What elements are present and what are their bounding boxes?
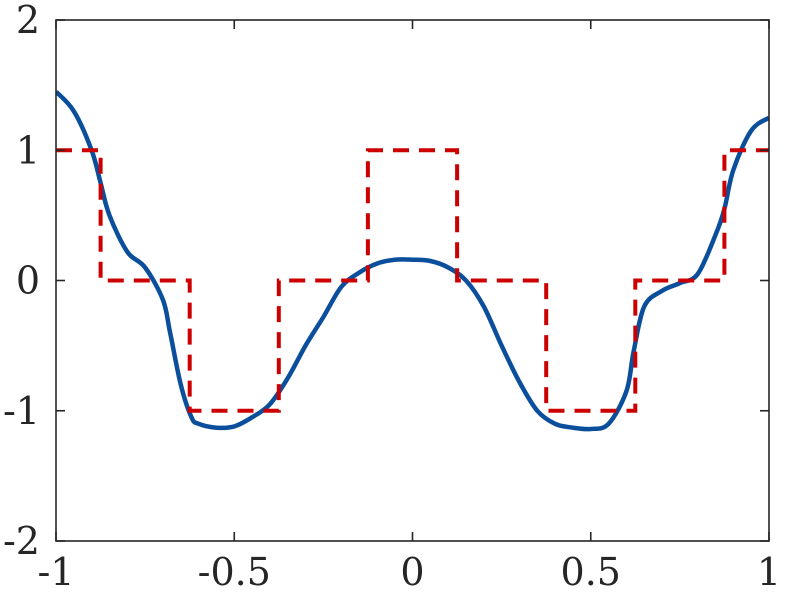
y-tick-label: -2 (3, 519, 40, 563)
smooth-series-line (56, 90, 769, 432)
x-tick-label: 0 (400, 550, 424, 594)
y-tick-label: 2 (16, 0, 40, 42)
plot-lines (56, 90, 769, 432)
y-tick-label: 1 (16, 128, 40, 172)
x-tick-label: -1 (37, 550, 74, 594)
x-tick-label: 0.5 (561, 550, 621, 594)
y-tick-label: 0 (16, 259, 40, 303)
step-series-line (56, 148, 769, 413)
ticks (55, 19, 770, 542)
x-tick-label: -0.5 (198, 550, 271, 594)
y-tick-label: -1 (3, 389, 40, 433)
x-tick-label: 1 (757, 550, 781, 594)
